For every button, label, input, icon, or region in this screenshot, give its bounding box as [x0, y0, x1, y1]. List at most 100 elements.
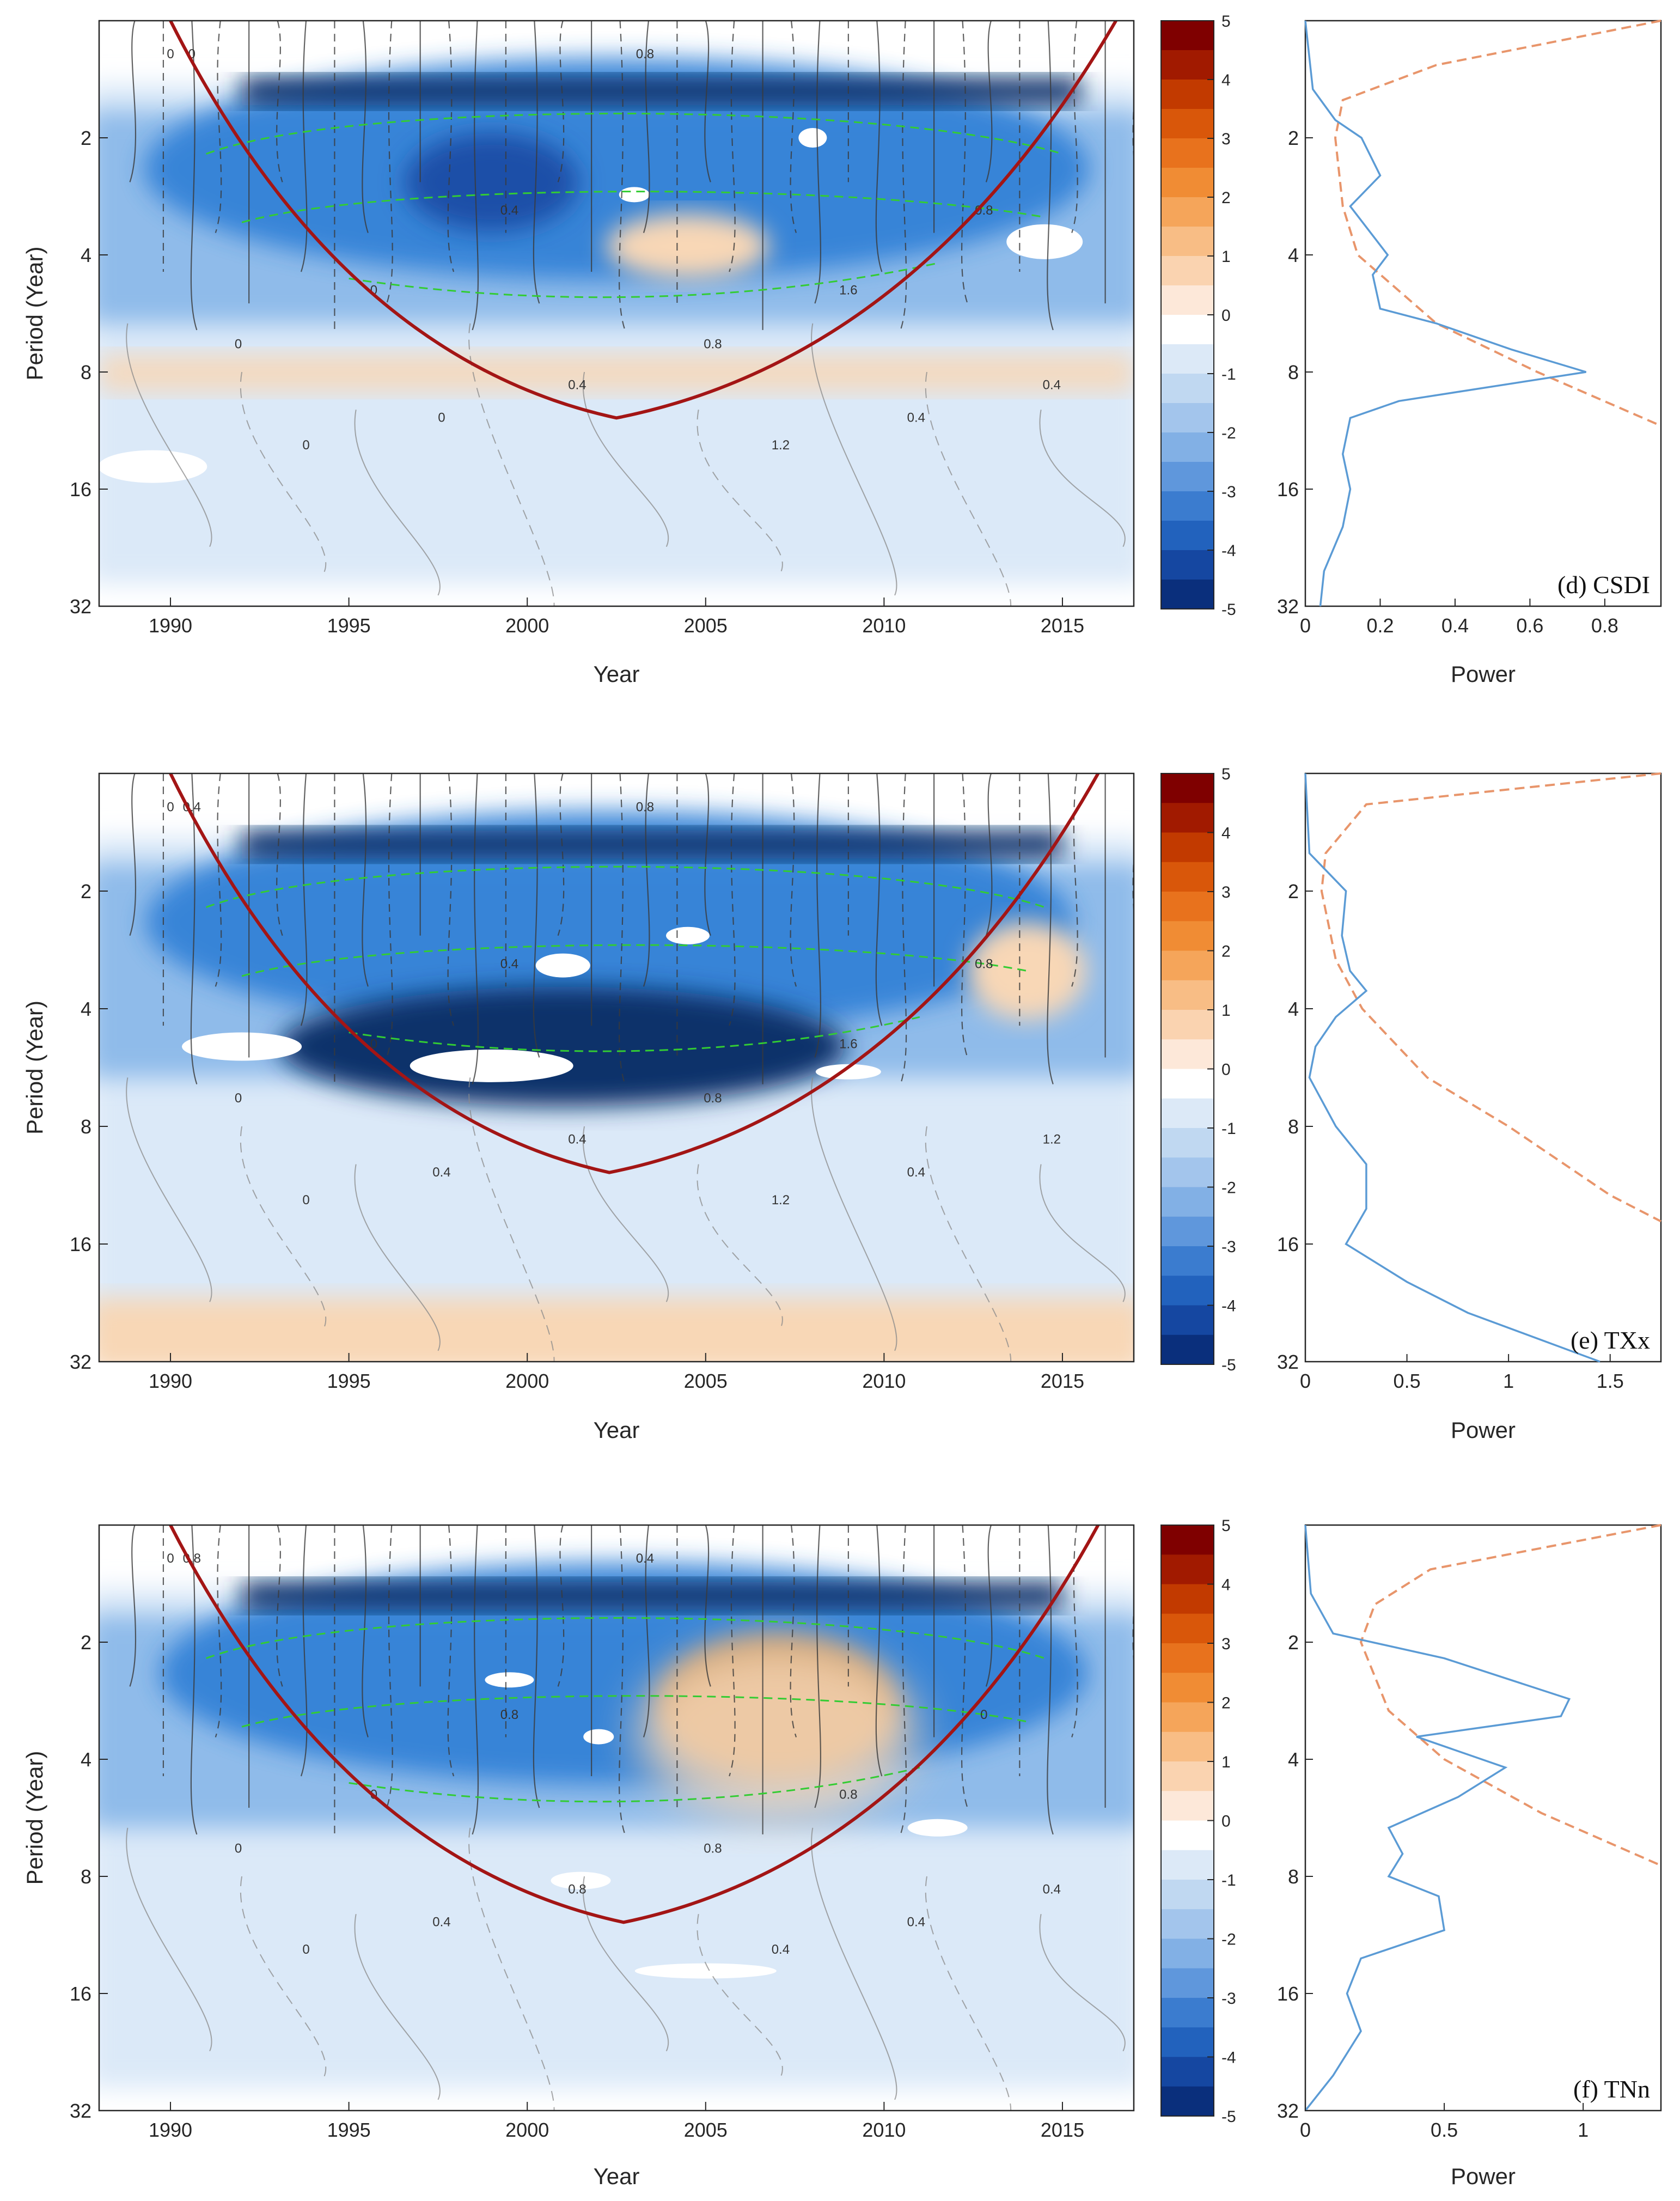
gw-y-tick-label: 32 — [1277, 1351, 1299, 1373]
colorbar-step — [1161, 1525, 1214, 1556]
contour-line — [811, 1077, 897, 1351]
colorbar-step — [1161, 803, 1214, 833]
colorbar-step — [1161, 1010, 1214, 1040]
gw-x-axis-title: Power — [1451, 661, 1516, 687]
white-hole — [535, 953, 590, 978]
gw-x-tick-label: 0 — [1300, 1370, 1311, 1392]
contour-line — [557, 1525, 565, 1687]
contour-line — [814, 21, 821, 304]
contour-line — [619, 21, 626, 331]
colorbar-step — [1161, 1880, 1214, 1910]
x-tick-label: 2010 — [862, 2119, 906, 2141]
contour-label: 0 — [167, 1551, 174, 1566]
y-tick-label: 2 — [81, 1631, 91, 1654]
contour-line — [643, 21, 650, 233]
contour-line — [190, 1525, 198, 1835]
plot-frame — [98, 1524, 1135, 2112]
x-tick-label: 2015 — [1041, 1370, 1084, 1392]
x-tick-label: 1995 — [327, 614, 371, 637]
white-hole — [583, 1729, 614, 1745]
significance-curve — [1359, 1524, 1661, 1867]
colorbar-step — [1161, 1305, 1214, 1336]
colorbar-step — [1161, 832, 1214, 863]
y-axis: 2 4 8 16 32 — [70, 127, 108, 618]
y-tick-label: 32 — [70, 1351, 91, 1373]
gw-x-tick-label: 1.5 — [1597, 1370, 1624, 1392]
colorbar-tick-label: -1 — [1221, 1120, 1236, 1138]
deep-blue-top-band — [242, 77, 1080, 106]
contour-label: 0 — [980, 1708, 987, 1722]
colorbar-step — [1161, 403, 1214, 433]
y-axis: 2 4 8 16 32 — [70, 1631, 108, 2122]
colorbar-tick-label: 0 — [1221, 307, 1231, 325]
contour-line — [961, 21, 968, 304]
contour-line — [240, 1126, 327, 1328]
contour-line — [704, 1525, 711, 1687]
colorbar: 5 4 3 2 1 0 -1 -2 -3 -4 -5 — [1160, 13, 1236, 619]
gw-x-tick-label: 0.6 — [1516, 614, 1543, 637]
contour-label: 0 — [235, 1091, 242, 1106]
contour-label: 0.8 — [500, 1708, 518, 1722]
wavelet-power-shading — [99, 57, 1134, 584]
y-axis-title: Period (Year) — [22, 247, 47, 381]
significance-contour — [206, 1617, 1045, 1659]
contour-line — [300, 773, 308, 1026]
colorbar-tick-label: 5 — [1221, 13, 1231, 31]
contour-label: 0.4 — [500, 957, 518, 972]
global-wavelet-frame — [1304, 1524, 1662, 2112]
colorbar-step — [1161, 1731, 1214, 1762]
global-wavelet-frame — [1304, 20, 1662, 607]
contour-line — [472, 773, 479, 1084]
global-power-curve — [1304, 20, 1587, 607]
colorbar: 5 4 3 2 1 0 -1 -2 -3 -4 -5 — [1160, 1517, 1236, 2126]
y-tick-label: 8 — [81, 361, 91, 383]
contour-line — [790, 773, 797, 987]
panel-e: 00000.40.40.40.80.81.21.60.40.81.20.4199… — [22, 765, 1662, 1443]
contour-line — [985, 1525, 993, 1687]
contour-line — [276, 773, 283, 936]
colorbar-tick-label: 1 — [1221, 1753, 1231, 1771]
colorbar-step — [1161, 1909, 1214, 1940]
colorbar-tick-label: 3 — [1221, 883, 1231, 901]
contour-line — [704, 21, 711, 182]
x-axis-title: Year — [594, 1417, 640, 1443]
x-tick-label: 2005 — [684, 2119, 728, 2141]
contour-label: 1.2 — [1043, 1132, 1061, 1147]
global-wavelet-frame — [1304, 772, 1662, 1363]
contour-label: 0 — [302, 1942, 309, 1957]
contour-line — [985, 21, 993, 182]
colorbar-step — [1161, 1761, 1214, 1792]
contour-line — [354, 1164, 441, 1351]
contour-line — [582, 1126, 669, 1302]
colorbar-tick-label: 2 — [1221, 943, 1231, 961]
contour-label: 0 — [370, 1037, 377, 1052]
contour-line — [1039, 1164, 1126, 1302]
contour-label: 0 — [167, 47, 174, 62]
orange-patch — [967, 922, 1087, 1020]
y-tick-label: 8 — [81, 1115, 91, 1138]
colorbar-step — [1161, 432, 1214, 462]
y-axis-title: Period (Year) — [22, 1001, 47, 1135]
contour-line — [582, 1876, 669, 2052]
colorbar-tick-label: 1 — [1221, 248, 1231, 266]
colorbar-tick-label: 5 — [1221, 765, 1231, 783]
contour-line — [129, 1525, 137, 1687]
contour-label: 0 — [235, 1841, 242, 1856]
contour-line — [240, 371, 327, 573]
y-tick-label: 4 — [81, 1748, 91, 1771]
colorbar: 5 4 3 2 1 0 -1 -2 -3 -4 -5 — [1160, 765, 1236, 1374]
gw-y-tick-label: 16 — [1277, 478, 1299, 501]
contour-label: 0.8 — [704, 1091, 722, 1106]
gw-x-tick-label: 0.5 — [1394, 1370, 1421, 1392]
colorbar-tick-label: 1 — [1221, 1002, 1231, 1020]
significance-curve — [1320, 772, 1661, 1223]
colorbar-step — [1161, 197, 1214, 227]
colorbar-step — [1161, 950, 1214, 981]
significance-contour — [206, 113, 1063, 155]
contour-line — [129, 21, 137, 182]
colorbar-step — [1161, 1791, 1214, 1821]
contour-line — [300, 21, 308, 272]
x-tick-label: 2010 — [862, 1370, 906, 1392]
